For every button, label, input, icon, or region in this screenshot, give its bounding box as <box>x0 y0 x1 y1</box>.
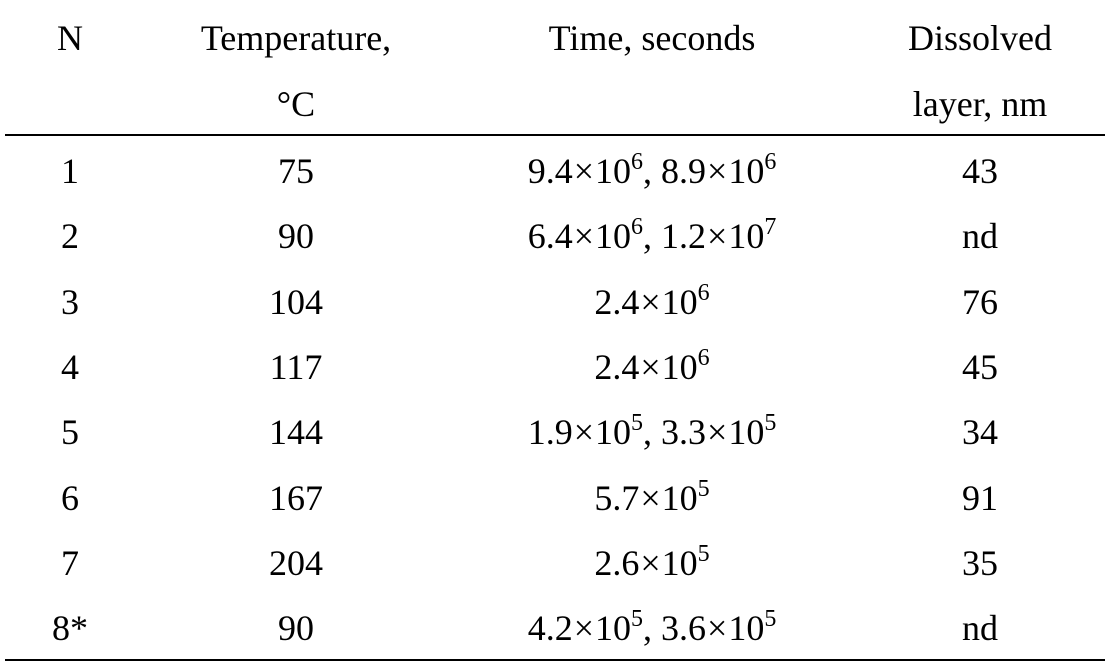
time-cell: 6.4×106, 1.2×107 <box>527 214 777 261</box>
dissolved-layer-cell: 91 <box>962 477 998 518</box>
base: 10 <box>728 412 765 453</box>
row-number: 4 <box>61 346 79 387</box>
dissolved-layer-cell: nd <box>962 608 998 649</box>
times-symbol: × <box>707 216 728 257</box>
mantissa: 2.6 <box>594 542 640 583</box>
temperature-cell: 75 <box>278 151 314 191</box>
base: 10 <box>728 151 765 191</box>
dissolved-layer-cell: 35 <box>962 542 998 583</box>
times-symbol: × <box>573 151 594 191</box>
exponent: 6 <box>697 344 710 371</box>
header-n: N <box>57 18 83 58</box>
mantissa: 2.4 <box>594 346 640 387</box>
exponent: 6 <box>697 279 710 306</box>
base: 10 <box>595 151 631 191</box>
separator: , <box>643 151 661 191</box>
time-cell: 9.4×106, 8.9×106 <box>527 149 777 196</box>
mantissa: 4.2 <box>527 608 573 649</box>
base: 10 <box>595 216 631 257</box>
exponent: 5 <box>631 410 643 437</box>
exponent: 6 <box>631 149 643 175</box>
base: 10 <box>728 608 765 649</box>
header-dissolved-unit: layer, nm <box>912 84 1048 124</box>
row-number: 2 <box>61 216 79 257</box>
row-number: 3 <box>61 281 79 322</box>
dissolved-layer-cell: nd <box>962 216 998 257</box>
exponent: 6 <box>764 149 777 175</box>
times-symbol: × <box>573 216 594 257</box>
time-cell: 4.2×105, 3.6×105 <box>527 606 777 653</box>
mantissa: 6.4 <box>527 216 573 257</box>
times-symbol: × <box>707 412 728 453</box>
times-symbol: × <box>707 608 728 649</box>
dissolved-layer-cell: 76 <box>962 281 998 322</box>
row-number: 7 <box>61 542 79 583</box>
exponent: 7 <box>764 214 777 241</box>
time-cell: 2.4×106 <box>594 279 710 327</box>
header-temperature: Temperature, <box>200 18 392 58</box>
times-symbol: × <box>640 281 661 322</box>
base: 10 <box>661 281 698 322</box>
row-number: 8* <box>52 608 88 649</box>
temperature-cell: 104 <box>269 281 323 322</box>
dissolved-layer-cell: 43 <box>962 151 998 191</box>
time-cell: 2.6×105 <box>594 540 710 588</box>
exponent: 5 <box>764 606 777 633</box>
exponent: 5 <box>764 410 777 437</box>
time-cell: 2.4×106 <box>594 344 710 392</box>
base: 10 <box>661 542 698 583</box>
mantissa: 2.4 <box>594 281 640 322</box>
mantissa: 8.9 <box>661 151 706 191</box>
temperature-cell: 167 <box>269 477 323 518</box>
separator: , <box>643 608 661 649</box>
mantissa: 3.6 <box>661 608 706 649</box>
mantissa: 5.7 <box>594 477 640 518</box>
time-cell: 5.7×105 <box>594 475 710 523</box>
base: 10 <box>728 216 765 257</box>
base: 10 <box>661 477 698 518</box>
separator: , <box>643 216 661 257</box>
time-cell: 1.9×105, 3.3×105 <box>527 410 777 457</box>
bottom-rule <box>5 659 1105 661</box>
mantissa: 9.4 <box>527 151 573 191</box>
exponent: 5 <box>697 475 710 502</box>
row-number: 5 <box>61 412 79 453</box>
exponent: 5 <box>697 540 710 567</box>
times-symbol: × <box>640 477 661 518</box>
times-symbol: × <box>640 542 661 583</box>
temperature-cell: 144 <box>269 412 323 453</box>
dissolved-layer-cell: 45 <box>962 346 998 387</box>
temperature-cell: 90 <box>278 608 314 649</box>
times-symbol: × <box>707 151 728 191</box>
exponent: 5 <box>631 606 643 633</box>
base: 10 <box>661 346 698 387</box>
row-number: 1 <box>61 151 79 191</box>
header-time: Time, seconds <box>548 18 756 58</box>
header-dissolved: Dissolved <box>908 18 1052 58</box>
row-number: 6 <box>61 477 79 518</box>
temperature-cell: 117 <box>269 346 323 387</box>
base: 10 <box>595 412 631 453</box>
exponent: 6 <box>631 214 643 241</box>
mantissa: 1.2 <box>661 216 706 257</box>
base: 10 <box>595 608 631 649</box>
temperature-cell: 204 <box>269 542 323 583</box>
temperature-cell: 90 <box>278 216 314 257</box>
mantissa: 1.9 <box>527 412 573 453</box>
times-symbol: × <box>573 412 594 453</box>
dissolved-layer-cell: 34 <box>962 412 998 453</box>
mantissa: 3.3 <box>661 412 706 453</box>
separator: , <box>643 412 661 453</box>
header-rule <box>5 134 1105 136</box>
header-temperature-unit: °C <box>276 84 316 124</box>
times-symbol: × <box>573 608 594 649</box>
times-symbol: × <box>640 346 661 387</box>
